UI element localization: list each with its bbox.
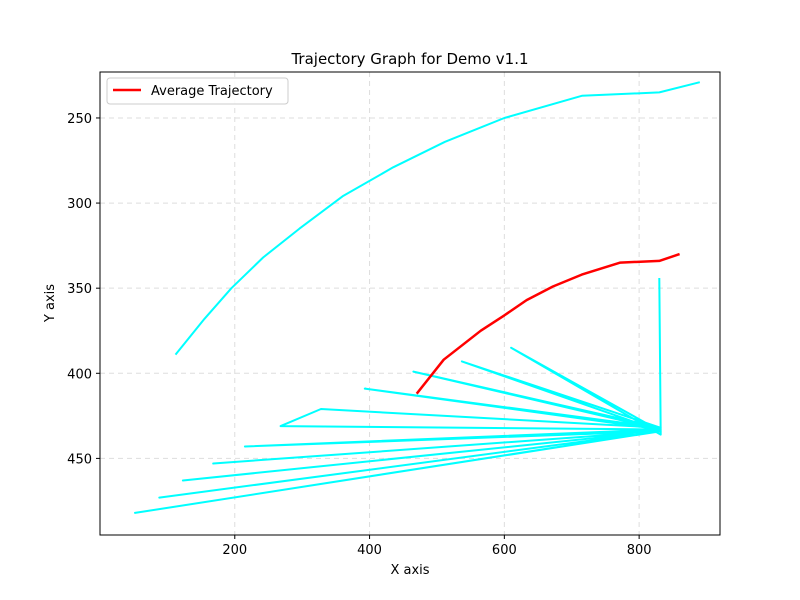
y-tick-label: 400 [67, 367, 92, 382]
plot-frame [99, 71, 721, 536]
y-tick-label: 250 [67, 112, 92, 127]
x-tick-label: 600 [492, 543, 517, 558]
trajectory-line-1 [174, 81, 701, 356]
x-tick-label: 400 [357, 543, 382, 558]
y-tick-label: 350 [67, 282, 92, 297]
trajectory-line-2 [134, 277, 662, 514]
x-tick-label: 200 [222, 543, 247, 558]
average-trajectory-line [415, 252, 680, 395]
x-tick-label: 800 [627, 543, 652, 558]
grid-layer [100, 72, 720, 535]
legend-label-average-trajectory: Average Trajectory [151, 84, 273, 99]
y-axis-label: Y axis [43, 284, 58, 323]
legend-box [106, 77, 289, 105]
chart-title: Trajectory Graph for Demo v1.1 [290, 50, 528, 68]
data-layer [134, 81, 701, 514]
y-tick-label: 450 [67, 452, 92, 467]
tick-layer: 200 400 600 800 250 300 350 400 450 [67, 112, 651, 558]
legend: Average Trajectory [106, 77, 289, 105]
x-axis-label: X axis [390, 563, 429, 578]
y-tick-label: 300 [67, 197, 92, 212]
